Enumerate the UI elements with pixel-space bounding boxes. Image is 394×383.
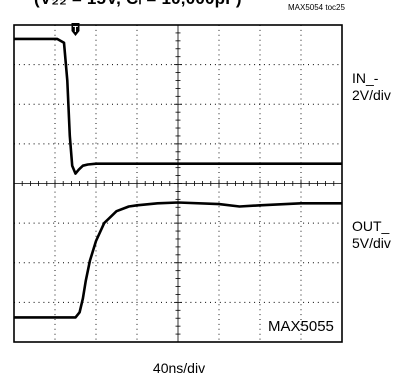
channel-in-scale: 2V/div xyxy=(352,87,391,103)
traces xyxy=(14,37,342,319)
trace-out xyxy=(14,201,342,319)
grid xyxy=(14,25,342,342)
channel-in-name: IN_- xyxy=(352,70,379,86)
plot-frame xyxy=(13,24,343,343)
channel-out-name: OUT_ xyxy=(352,218,390,234)
part-number-label: MAX5055 xyxy=(268,318,334,335)
trigger-label: T xyxy=(73,25,78,34)
trigger-icon xyxy=(71,23,80,36)
time-scale-label: 40ns/div xyxy=(152,360,206,376)
chart-title: (V₂₂ = 15V, Cₗ = 10,000pF) xyxy=(34,0,242,9)
trigger-marker: T xyxy=(71,23,80,36)
channel-in-label: IN_- 2V/div xyxy=(352,70,391,104)
trace-in xyxy=(14,37,342,175)
figure-id: MAX5054 toc25 xyxy=(288,3,345,12)
channel-out-scale: 5V/div xyxy=(352,235,391,251)
channel-out-label: OUT_ 5V/div xyxy=(352,218,391,252)
